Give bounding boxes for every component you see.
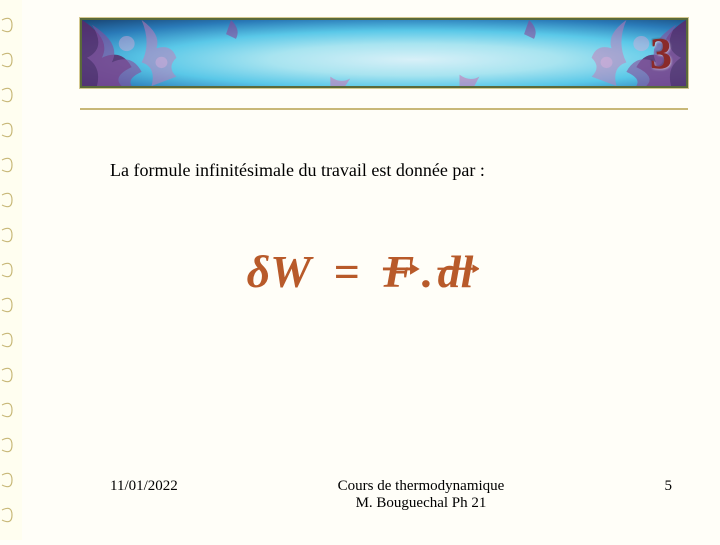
formula-w: W xyxy=(270,246,310,297)
slide-number: 3 xyxy=(650,28,672,79)
formula-equals: = xyxy=(322,246,372,297)
footer: 11/01/2022 Cours de thermodynamique M. B… xyxy=(110,478,672,512)
footer-course-title: Cours de thermodynamique xyxy=(230,478,612,495)
intro-text: La formule infinitésimale du travail est… xyxy=(110,160,660,181)
formula-vector-dl: dl xyxy=(438,245,474,298)
footer-course: Cours de thermodynamique M. Bouguechal P… xyxy=(230,478,612,512)
footer-course-author: M. Bouguechal Ph 21 xyxy=(230,495,612,512)
footer-date: 11/01/2022 xyxy=(110,478,230,495)
footer-page: 5 xyxy=(612,478,672,495)
formula: δW = F . dl xyxy=(0,245,720,298)
divider xyxy=(80,108,688,110)
arrow-icon xyxy=(381,235,420,253)
formula-delta: δ xyxy=(247,246,271,297)
content-area: La formule infinitésimale du travail est… xyxy=(110,160,660,181)
formula-vector-f: F xyxy=(383,245,414,298)
arrow-icon xyxy=(436,235,480,253)
header-banner xyxy=(80,18,688,88)
